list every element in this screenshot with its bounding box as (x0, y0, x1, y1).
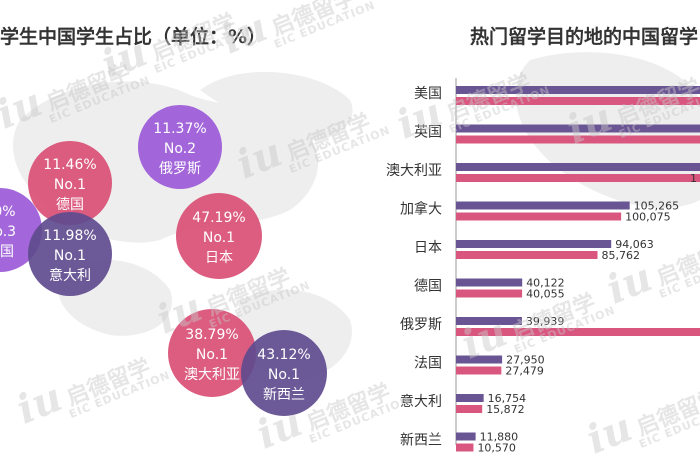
bar-purple (456, 317, 522, 325)
bubble-country-label: 澳大利亚 (184, 367, 240, 383)
bubble-6: 38.79% No.1 澳大利亚 (168, 309, 256, 397)
bar-value-label: 39,939 (526, 315, 565, 328)
bar-pink (456, 97, 700, 105)
bubble-percent-label: 11.37% (153, 121, 206, 137)
bar-value-label: 27,479 (505, 365, 543, 378)
bar-purple (456, 240, 612, 248)
bar-purple (456, 124, 700, 133)
category-label: 美国 (414, 86, 442, 102)
bar-purple (456, 432, 476, 441)
bubble-7: 43.12% No.1 新西兰 (241, 330, 327, 416)
bar-value-label: 40,122 (526, 277, 565, 290)
bubble-rank-label: No.1 (203, 230, 235, 246)
bar-pink (456, 366, 502, 375)
bubble-circle (168, 309, 256, 397)
bar-value-label: 15,872 (486, 403, 525, 416)
bubble-country-label: 法国 (0, 244, 14, 260)
category-label: 新西兰 (400, 433, 442, 449)
bar-value-label: 11,880 (480, 431, 519, 444)
bubble-3: 47.19% No.1 日本 (176, 193, 262, 279)
bar-pink (456, 251, 598, 259)
category-label: 意大利 (400, 393, 442, 410)
bubble-country-label: 意大利 (49, 267, 91, 284)
category-label: 德国 (414, 279, 442, 295)
category-label: 日本 (414, 240, 442, 256)
bar-purple (456, 355, 503, 364)
bar-value-label: 1 (690, 172, 697, 185)
bar-purple (456, 163, 700, 171)
bar-value-label: 105,265 (634, 200, 680, 213)
left-chart-title: 学生中国学生占比（单位：%） (0, 26, 267, 48)
bubble-country-label: 新西兰 (263, 387, 305, 403)
bar-value-label: 85,762 (602, 249, 641, 262)
bar-pink (456, 328, 700, 336)
right-chart-title: 热门留学目的地的中国留学 (470, 26, 699, 48)
bar-purple (456, 86, 700, 94)
bar-pink (456, 443, 474, 452)
bar-pink (456, 289, 523, 298)
bubble-circle (28, 141, 112, 225)
bubble-percent-label: 43.12% (257, 347, 310, 363)
bar-pink (456, 174, 700, 182)
bubble-rank-label: No.2 (164, 141, 196, 157)
category-label: 澳大利亚 (386, 163, 442, 179)
bubble-country-label: 德国 (56, 197, 84, 213)
bar-value-label: 94,063 (615, 238, 654, 251)
bubble-percent-label: 00% (0, 204, 16, 220)
bubble-5: 11.98% No.1 意大利 (28, 212, 112, 296)
bar-value-label: 40,055 (526, 288, 565, 301)
bubble-country-label: 日本 (205, 250, 233, 266)
bubble-percent-label: 11.46% (43, 157, 96, 173)
bubble-percent-label: 11.98% (43, 228, 96, 244)
bubble-country-label: 俄罗斯 (159, 161, 201, 177)
category-label: 俄罗斯 (400, 317, 442, 333)
bubble-rank-label: No.1 (54, 177, 86, 193)
bubble-circle (241, 330, 327, 416)
bar-value-label: 16,754 (488, 392, 527, 405)
bubble-rank-label: No.1 (196, 347, 228, 363)
bubble-circle (138, 105, 222, 189)
bubble-rank-label: No.1 (268, 367, 300, 383)
bar-value-label: 10,570 (477, 442, 516, 455)
bubble-circle (176, 193, 262, 279)
bubble-percent-label: 47.19% (192, 210, 245, 226)
category-label: 法国 (414, 356, 442, 372)
bar-purple (456, 278, 523, 287)
bubble-1: 11.46% No.1 德国 (28, 141, 112, 225)
bar-pink (456, 212, 622, 221)
category-label: 加拿大 (400, 201, 442, 218)
bubble-rank-label: No.3 (0, 224, 16, 240)
bubble-rank-label: No.1 (54, 248, 86, 264)
category-label: 英国 (414, 124, 442, 141)
bubble-2: 11.37% No.2 俄罗斯 (138, 105, 222, 189)
bar-value-label: 100,075 (625, 211, 671, 224)
bar-value-label: 27,950 (506, 354, 545, 367)
bar-purple (456, 394, 484, 402)
bar-pink (456, 405, 483, 413)
bar-pink (456, 135, 700, 144)
bubble-circle (28, 212, 112, 296)
bubble-percent-label: 38.79% (185, 327, 238, 343)
bar-purple (456, 201, 630, 210)
